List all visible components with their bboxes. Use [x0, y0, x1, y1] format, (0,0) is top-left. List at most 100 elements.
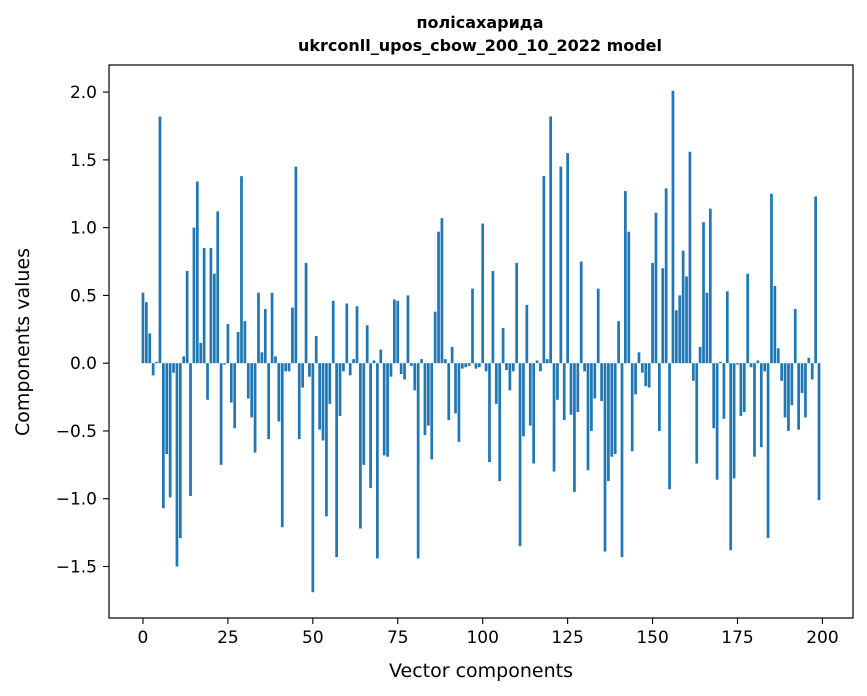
bar — [172, 363, 175, 373]
bar — [148, 333, 152, 364]
bar — [481, 223, 485, 364]
bar — [287, 363, 291, 372]
bar — [471, 288, 474, 364]
bar — [308, 363, 311, 377]
bar — [515, 262, 519, 364]
bar — [335, 363, 338, 558]
bar — [695, 363, 699, 464]
bar — [746, 273, 750, 364]
y-axis-label: Components values — [12, 248, 34, 436]
bar — [226, 323, 230, 364]
bar — [807, 357, 811, 364]
bar — [280, 363, 284, 528]
bar — [797, 363, 800, 430]
bar — [318, 363, 321, 430]
bar — [365, 325, 369, 364]
bar — [610, 363, 614, 457]
bars-group — [141, 90, 821, 593]
bar — [613, 363, 617, 454]
chart-title: полісахарида — [416, 13, 543, 32]
bar — [403, 363, 406, 380]
bar — [817, 363, 821, 501]
bar — [348, 363, 352, 376]
bar — [141, 292, 145, 364]
bar — [410, 363, 413, 366]
y-tick-label: −0.5 — [56, 422, 97, 442]
bar — [664, 188, 668, 364]
bar — [661, 268, 665, 364]
y-tick-label: 2.0 — [70, 83, 97, 103]
bar — [379, 349, 383, 364]
bar — [202, 247, 206, 364]
bar — [185, 271, 189, 364]
bar — [372, 360, 376, 364]
bar — [291, 307, 294, 364]
bar — [522, 363, 525, 437]
bar — [783, 363, 787, 418]
bar — [600, 363, 603, 402]
bar — [321, 363, 325, 441]
bar — [505, 363, 508, 370]
x-tick-label: 25 — [217, 628, 239, 648]
bar — [627, 231, 631, 364]
bar — [484, 363, 488, 372]
bar — [355, 306, 359, 364]
chart-subtitle: ukrconll_upos_cbow_200_10_2022 model — [298, 36, 662, 55]
bar — [396, 300, 400, 364]
x-tick-label: 200 — [806, 628, 838, 648]
bar — [189, 363, 192, 497]
bar — [284, 363, 288, 372]
bar — [647, 363, 651, 388]
bar — [233, 363, 237, 429]
bar — [651, 262, 654, 364]
bar — [423, 363, 427, 436]
bar — [477, 363, 481, 368]
bar — [556, 363, 559, 400]
bar — [311, 363, 315, 593]
bar — [539, 363, 542, 372]
bar — [678, 295, 682, 364]
bar — [654, 212, 658, 364]
bar — [732, 363, 736, 479]
bar — [528, 363, 532, 426]
bar — [739, 363, 743, 417]
y-tick-label: 0.0 — [70, 354, 97, 374]
bar — [787, 363, 790, 431]
bar — [552, 363, 556, 472]
bar — [566, 153, 569, 364]
bar — [352, 359, 355, 364]
bar — [691, 363, 695, 381]
bar — [209, 247, 213, 364]
bar — [345, 303, 349, 364]
x-axis-ticks: 0 25 50 75 100 125 150 175 200 — [138, 618, 839, 648]
y-axis-ticks: −1.5 −1.0 −0.5 0.0 0.5 1.0 1.5 2.0 — [56, 83, 109, 577]
bar — [668, 363, 671, 490]
bar — [382, 363, 386, 456]
bar — [192, 227, 196, 364]
bar — [596, 288, 600, 364]
bar — [763, 363, 767, 372]
bar — [376, 363, 379, 559]
bar — [199, 342, 203, 364]
x-axis-label: Vector components — [389, 660, 573, 682]
bar — [708, 208, 712, 364]
bar — [304, 262, 308, 364]
bar — [525, 304, 529, 364]
bar — [773, 285, 777, 364]
bar — [634, 363, 637, 395]
bar — [270, 292, 274, 364]
bar — [586, 363, 590, 471]
bar — [715, 363, 719, 480]
bar — [722, 363, 726, 419]
bar — [162, 363, 165, 509]
bar — [369, 363, 372, 488]
bar — [195, 181, 199, 364]
bar — [671, 90, 675, 364]
bar — [206, 363, 209, 400]
bar — [223, 363, 226, 365]
bar — [165, 363, 169, 454]
bar — [576, 363, 580, 412]
bar — [776, 348, 780, 364]
bar — [569, 363, 573, 415]
